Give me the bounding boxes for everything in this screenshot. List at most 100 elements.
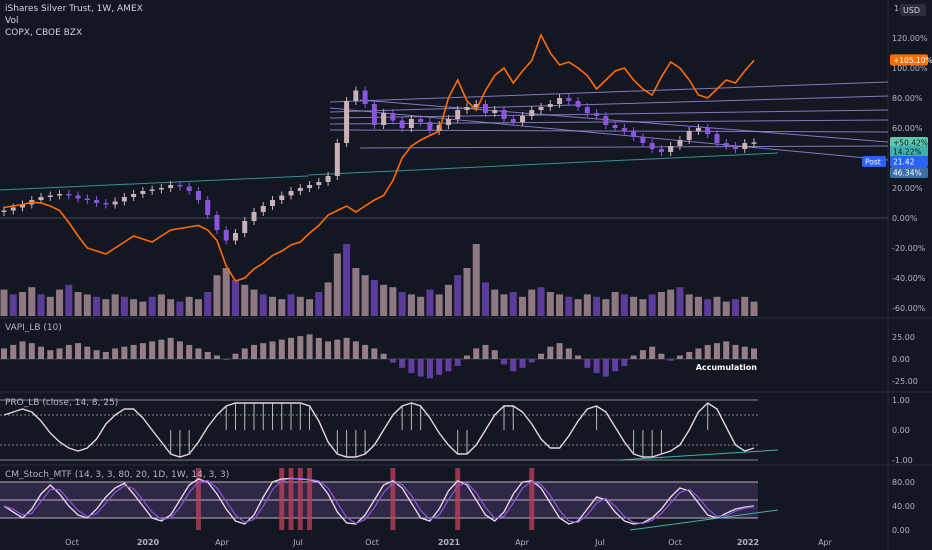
stoch-highlight-bar: [307, 468, 313, 530]
volume-bar: [222, 268, 230, 316]
vapi-bar: [676, 355, 683, 359]
volume-bar: [565, 296, 573, 316]
stoch-highlight-bar: [195, 468, 201, 530]
vapi-tick-label: 0.00: [892, 355, 910, 364]
volume-bar: [315, 292, 323, 316]
candle-body: [436, 125, 442, 131]
candle-body: [723, 143, 729, 146]
time-axis[interactable]: Oct 2020 Apr Jul Oct 2021 Apr Jul Oct 2022 Apr: [65, 538, 833, 547]
volume-bar: [750, 301, 758, 316]
stoch-highlight-bar: [297, 468, 303, 530]
vapi-bar: [251, 344, 257, 359]
vapi-bar: [593, 359, 600, 374]
candle-body: [10, 207, 16, 211]
pro-line: [3, 402, 755, 458]
volume-bar: [296, 296, 304, 316]
pro-trend-line: [619, 449, 779, 461]
vapi-bar: [306, 334, 313, 359]
compare-legend[interactable]: COPX, CBOE BZX: [5, 28, 83, 38]
volume-bar: [139, 301, 147, 316]
vapi-bar: [751, 348, 757, 359]
vapi-tick-label: -25.00: [892, 377, 918, 386]
volume-bar: [9, 294, 17, 316]
volume-bar: [667, 289, 675, 316]
vapi-bar: [510, 359, 517, 372]
candle-body: [603, 116, 609, 125]
top-price-tick: 14: [894, 4, 904, 13]
vapi-bar: [315, 337, 322, 359]
symbol-title[interactable]: iShares Silver Trust, 1W, AMEX: [5, 4, 143, 14]
vapi-bar: [352, 341, 359, 359]
vapi-bar: [195, 348, 202, 359]
candle-body: [38, 197, 44, 200]
candle-body: [492, 110, 498, 113]
vapi-bar: [389, 359, 396, 363]
volume-bar: [500, 294, 508, 316]
price-badges: +105.10% +50.42%14.22% Post 21.42 46.34%: [862, 54, 932, 178]
vapi-bar: [575, 355, 582, 359]
vapi-bar: [176, 341, 183, 359]
volume-bar: [185, 296, 193, 316]
volume-bar: [130, 299, 138, 316]
volume-bar: [176, 301, 184, 316]
x-tick-label: Oct: [65, 538, 79, 547]
vapi-bar: [297, 336, 304, 359]
volume-legend[interactable]: Vol: [5, 16, 19, 26]
x-tick-label: Jul: [594, 538, 605, 547]
vapi-bar: [445, 359, 452, 372]
candle-body: [242, 221, 248, 233]
volume-bar: [306, 299, 314, 316]
volume-bar: [167, 299, 175, 316]
vapi-bar: [426, 359, 433, 379]
vapi-bar: [112, 348, 119, 359]
stoch-highlight-bar: [390, 468, 396, 530]
trend-line: [329, 129, 889, 133]
candle-body: [121, 197, 127, 202]
candle-body: [658, 149, 664, 152]
candle-body: [307, 185, 313, 188]
trend-line: [359, 145, 889, 149]
candle-body: [501, 110, 507, 119]
vapi-pane-label[interactable]: VAPI_LB (10): [5, 323, 62, 333]
vapi-bar: [223, 359, 230, 360]
candle-body: [482, 104, 488, 113]
stoch-highlight-bar: [529, 468, 535, 530]
trend-line: [329, 81, 889, 103]
x-tick-label: 2020: [137, 538, 160, 547]
currency-label: USD: [903, 6, 920, 15]
candle-body: [84, 198, 90, 200]
pro-pane-label[interactable]: PRO_LB (close, 14, 8, 25): [5, 398, 119, 408]
vapi-pane: Accumulation 25.00 0.00 -25.00: [0, 333, 918, 386]
vapi-bar: [139, 343, 146, 359]
trend-line: [329, 95, 889, 113]
stoch-pane-label[interactable]: CM_Stoch_MTF (14, 3, 3, 80, 20, 1D, 1W, …: [5, 470, 230, 480]
volume-bar: [28, 287, 36, 316]
stoch-highlight-bar: [288, 468, 294, 530]
volume-bar: [519, 296, 527, 316]
volume-bar: [481, 282, 489, 316]
candle-body: [557, 98, 563, 104]
candle-body: [344, 101, 350, 143]
pro-tick-label: -1.00: [892, 456, 913, 465]
pro-tick-label: 1.00: [892, 396, 910, 405]
vapi-bar: [565, 348, 572, 359]
vapi-bar: [667, 359, 674, 361]
candle-body: [408, 119, 414, 128]
volume-bar: [657, 292, 665, 316]
vapi-bar: [149, 341, 156, 359]
volume-bar: [83, 294, 91, 316]
candle-body: [594, 113, 600, 116]
volume-bar: [694, 296, 702, 316]
vapi-bar: [28, 343, 35, 359]
vapi-bar: [130, 344, 137, 359]
vapi-bar: [602, 359, 609, 377]
candle-body: [177, 185, 183, 187]
candle-body: [612, 125, 618, 128]
volume-bar: [120, 296, 128, 316]
candle-body: [584, 107, 590, 113]
vapi-bar: [75, 343, 82, 359]
candle-body: [371, 104, 377, 125]
volume-bar: [491, 289, 499, 316]
vapi-bar: [399, 359, 406, 368]
